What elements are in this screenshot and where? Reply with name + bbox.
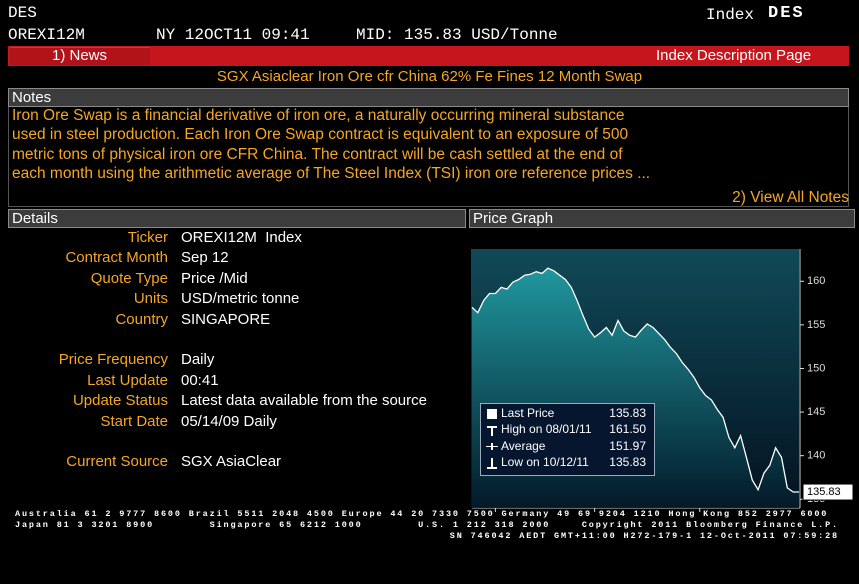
footer-line: Australia 61 2 9777 8600 Brazil 5511 204…: [15, 509, 829, 519]
legend-label: High on 08/01/11: [501, 422, 592, 437]
price-line: [471, 267, 799, 493]
y-tick-label: 140: [807, 450, 825, 462]
detail-value: 00:41: [181, 371, 219, 389]
detail-label: Ticker: [127, 229, 168, 246]
last-value-label: 135.83: [807, 486, 841, 498]
detail-label: Update Status: [72, 392, 168, 410]
security-type: Index: [706, 6, 755, 24]
y-tick-label: 145: [807, 406, 825, 418]
detail-label: Units: [133, 290, 168, 308]
view-all-notes[interactable]: 2) View All Notes: [732, 189, 849, 206]
notes-line: used in steel production. Each Iron Ore …: [12, 126, 629, 143]
graph-header: Price Graph: [469, 209, 855, 228]
legend-value: 135.83: [609, 454, 646, 469]
news-button[interactable]: 1) News: [52, 47, 108, 64]
last-value-tag: [802, 483, 854, 501]
detail-label: Country: [115, 310, 168, 328]
legend-label: Low on 10/12/11: [501, 454, 589, 469]
legend-label: Average: [501, 438, 546, 453]
notes-line: metric tons of physical iron ore CFR Chi…: [12, 146, 623, 163]
page-title: Index Description Page: [656, 47, 812, 64]
timestamp: NY 12OCT11 09:41: [156, 26, 310, 44]
function-code-right: DES: [768, 4, 805, 23]
detail-label: Contract Month: [65, 249, 168, 267]
legend-icon-low: [491, 458, 493, 468]
legend-value: 135.83: [609, 406, 646, 420]
security-title: SGX Asiaclear Iron Ore cfr China 62% Fe …: [216, 68, 643, 85]
notes-line: each month using the arithmetic average …: [12, 165, 651, 182]
legend-icon-low: [487, 467, 497, 469]
footer-line: Copyright 2011 Bloomberg Finance L.P.: [581, 520, 839, 530]
news-button-bg[interactable]: [10, 47, 150, 65]
notes-header: Notes: [8, 88, 849, 107]
detail-label: Start Date: [100, 412, 168, 430]
legend-value: 151.97: [609, 438, 646, 453]
legend-icon-high: [491, 426, 493, 436]
y-tick-label: 155: [807, 319, 825, 331]
footer-line: Japan 81 3 3201 8900 Singapore 65 6212 1…: [15, 520, 551, 530]
graph-panel: 135140145150155160JulAugSep135.83 Last P…: [469, 228, 855, 527]
chart-legend: Last Price 135.83 High on 08/01/11 161.50 Av…: [480, 403, 655, 476]
function-code: DES: [8, 4, 37, 22]
mid-price: MID: 135.83 USD/Tonne: [356, 26, 558, 44]
y-tick-label: 160: [807, 275, 825, 287]
details-header: Details: [8, 209, 466, 228]
notes-line: Iron Ore Swap is a financial derivative …: [12, 107, 625, 124]
detail-value: Daily: [181, 351, 215, 369]
y-tick-label: 150: [807, 362, 825, 374]
detail-label: Quote Type: [90, 269, 168, 287]
detail-label: Last Update: [87, 371, 168, 389]
detail-value: 05/14/09 Daily: [181, 412, 277, 430]
detail-value: SGX AsiaClear: [181, 453, 282, 471]
detail-value: Price /Mid: [181, 269, 248, 287]
legend-label: Last Price: [501, 406, 555, 420]
detail-label: Price Frequency: [58, 351, 168, 369]
menu-bar: [8, 46, 849, 66]
details-panel: Ticker OREXI12M Index Contract Month Sep 12…: [0, 228, 466, 498]
detail-value: Latest data available from the source: [181, 392, 427, 410]
detail-label: Current Source: [66, 453, 168, 471]
legend-icon-avg: [491, 443, 493, 450]
footer-line: SN 746042 AEDT GMT+11:00 H272-179-1 12-O…: [449, 531, 839, 541]
legend-icon-last: [487, 409, 497, 419]
detail-value: SINGAPORE: [181, 310, 271, 328]
detail-value: OREXI12M Index: [181, 229, 302, 246]
ticker: OREXI12M: [8, 26, 85, 44]
detail-value: Sep 12: [181, 249, 229, 267]
detail-value: USD/metric tonne: [181, 290, 300, 308]
notes-panel: [8, 107, 849, 207]
terminal-screen: DES Index DES OREXI12M NY 12OCT11 09:41 …: [0, 4, 855, 541]
legend-value: 161.50: [609, 422, 646, 437]
